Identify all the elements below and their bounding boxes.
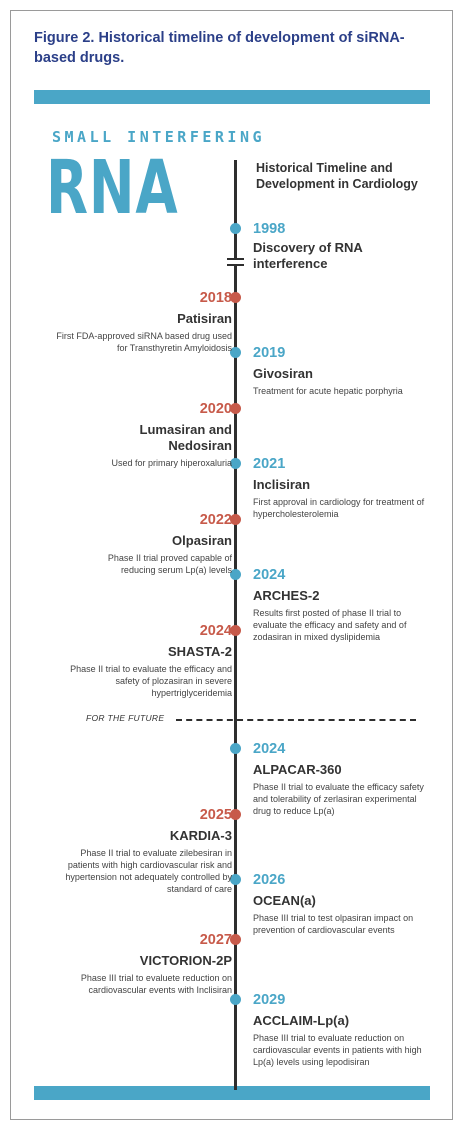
event-name: ACCLAIM-Lp(a) — [253, 1013, 350, 1028]
event-name: Lumasiran and Nedosiran — [139, 422, 232, 453]
timeline-dot — [230, 458, 241, 469]
timeline-dot — [230, 223, 241, 234]
event-year: 2019 — [253, 345, 286, 361]
event-desc: First approval in cardiology for treatme… — [253, 497, 425, 519]
event-name: Patisiran — [177, 311, 232, 326]
event-name: ALPACAR-360 — [253, 762, 342, 777]
event-name: KARDIA-3 — [169, 828, 232, 843]
logo-small-interfering: SMALL INTERFERING — [52, 128, 266, 146]
figure-caption: Figure 2. Historical timeline of develop… — [34, 30, 405, 66]
event-desc: Phase II trial to evaluate the efficacy … — [70, 664, 232, 698]
timeline-dot — [230, 625, 241, 636]
event-name: ARCHES-2 — [253, 588, 320, 603]
event-2018: 2018 Patisiran First FDA-approved siRNA … — [52, 289, 232, 354]
event-2021: 2021 Inclisiran First approval in cardio… — [253, 455, 433, 520]
event-desc: Phase II trial to evaluate the efficacy … — [253, 782, 424, 816]
event-desc: Phase II trial proved capable of reducin… — [107, 553, 232, 575]
event-desc: Results first posted of phase II trial t… — [253, 608, 407, 642]
event-2022: 2022 Olpasiran Phase II trial proved cap… — [52, 511, 232, 576]
event-2019: 2019 Givosiran Treatment for acute hepat… — [253, 344, 433, 397]
timeline-dot — [230, 874, 241, 885]
future-label: FOR THE FUTURE — [86, 713, 165, 723]
figure-frame — [10, 10, 453, 1120]
event-name: Discovery of RNA interference — [253, 240, 363, 271]
event-year: 2022 — [199, 512, 232, 528]
event-year: 2018 — [199, 290, 232, 306]
event-desc: Phase III trial to test olpasiran impact… — [253, 913, 414, 935]
event-name: VICTORION-2P — [139, 953, 232, 968]
top-bar — [34, 90, 430, 104]
event-name: SHASTA-2 — [167, 644, 232, 659]
event-name: Inclisiran — [253, 477, 311, 492]
event-desc: First FDA-approved siRNA based drug used… — [56, 331, 232, 353]
event-2029: 2029 ACCLAIM-Lp(a) Phase III trial to ev… — [253, 991, 433, 1068]
event-year: 1998 — [253, 221, 286, 237]
event-name: Givosiran — [253, 366, 313, 381]
logo-rna: RNA — [46, 145, 179, 231]
event-year: 2024 — [253, 567, 286, 583]
event-2024-arches: 2024 ARCHES-2 Results first posted of ph… — [253, 566, 433, 643]
event-year: 2025 — [199, 807, 232, 823]
timeline-dot — [230, 347, 241, 358]
event-year: 2029 — [253, 992, 286, 1008]
event-1998: 1998 Discovery of RNA interference — [253, 220, 433, 272]
event-year: 2021 — [253, 456, 286, 472]
future-divider — [176, 719, 416, 721]
timeline-dot — [230, 809, 241, 820]
event-year: 2020 — [199, 401, 232, 417]
event-2020: 2020 Lumasiran and Nedosiran Used for pr… — [52, 400, 232, 469]
bottom-bar — [34, 1086, 430, 1100]
timeline-dot — [230, 994, 241, 1005]
event-2024-alpacar: 2024 ALPACAR-360 Phase II trial to evalu… — [253, 740, 433, 817]
event-year: 2024 — [199, 623, 232, 639]
event-2025: 2025 KARDIA-3 Phase II trial to evaluate… — [52, 806, 232, 895]
event-year: 2024 — [253, 741, 286, 757]
event-desc: Used for primary hiperoxaluria — [111, 458, 232, 468]
event-name: Olpasiran — [172, 533, 232, 548]
event-year: 2026 — [253, 872, 286, 888]
event-2024-shasta: 2024 SHASTA-2 Phase II trial to evaluate… — [52, 622, 232, 699]
timeline-header: Historical Timeline and Development in C… — [256, 161, 418, 191]
axis-break-top — [227, 258, 244, 260]
event-desc: Phase II trial to evaluate zilebesiran i… — [65, 848, 232, 894]
event-desc: Phase III trial to evaluate reduction on… — [253, 1033, 422, 1067]
event-name: OCEAN(a) — [253, 893, 316, 908]
event-2027: 2027 VICTORION-2P Phase III trial to eva… — [52, 931, 232, 996]
axis-break-gap — [227, 260, 244, 264]
timeline-dot — [230, 934, 241, 945]
event-2026: 2026 OCEAN(a) Phase III trial to test ol… — [253, 871, 433, 936]
event-desc: Phase III trial to evaluete reduction on… — [80, 973, 232, 995]
timeline-dot — [230, 569, 241, 580]
timeline-dot — [230, 514, 241, 525]
timeline-dot — [230, 292, 241, 303]
event-year: 2027 — [199, 932, 232, 948]
timeline-dot — [230, 403, 241, 414]
axis-break-bottom — [227, 264, 244, 266]
event-desc: Treatment for acute hepatic porphyria — [253, 386, 403, 396]
timeline-dot — [230, 743, 241, 754]
